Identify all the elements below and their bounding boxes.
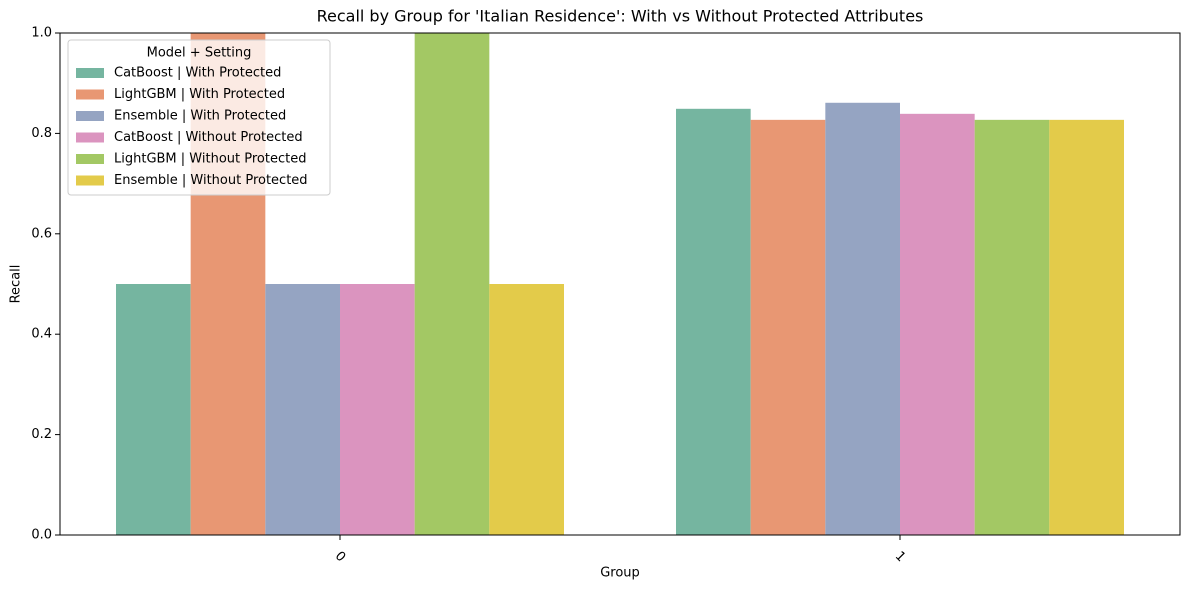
y-axis-label: Recall — [9, 265, 24, 304]
legend-label: CatBoost | Without Protected — [114, 130, 303, 145]
x-tick-label: 1 — [892, 549, 908, 565]
legend-swatch — [76, 111, 104, 121]
legend-swatch — [76, 89, 104, 100]
y-tick-label: 1.0 — [31, 26, 52, 41]
bar — [900, 113, 975, 536]
legend-title: Model + Setting — [147, 46, 252, 61]
legend: Model + Setting CatBoost | With Protected… — [67, 39, 331, 196]
y-tick-label: 0.2 — [31, 427, 52, 442]
bar — [825, 102, 900, 535]
legend-swatch — [76, 132, 104, 143]
plot-frame — [59, 32, 1181, 536]
bar — [489, 284, 564, 535]
legend-box — [67, 39, 331, 196]
bar — [265, 284, 340, 535]
legend-swatch — [76, 154, 104, 164]
legend-label: LightGBM | With Protected — [114, 87, 285, 102]
bar — [116, 284, 191, 535]
legend-swatch — [76, 68, 104, 78]
y-tick-label: 0.4 — [31, 327, 52, 342]
y-tick-label: 0.8 — [31, 126, 52, 141]
bar — [676, 108, 751, 535]
bar — [974, 119, 1050, 535]
legend-label: CatBoost | With Protected — [114, 66, 281, 81]
chart-title: Recall by Group for 'Italian Residence':… — [317, 7, 924, 26]
bar — [414, 33, 490, 535]
y-tick-label: 0.6 — [31, 226, 52, 241]
legend-label: Ensemble | With Protected — [114, 109, 286, 124]
bar — [750, 119, 826, 535]
x-tick-label: 0 — [332, 549, 348, 565]
legend-label: Ensemble | Without Protected — [114, 173, 308, 188]
legend-label: LightGBM | Without Protected — [114, 152, 306, 167]
bar — [340, 284, 415, 535]
y-tick-label: 0.0 — [31, 528, 52, 543]
x-axis-label: Group — [600, 566, 640, 581]
legend-swatch — [76, 175, 104, 186]
bar — [1049, 119, 1124, 535]
